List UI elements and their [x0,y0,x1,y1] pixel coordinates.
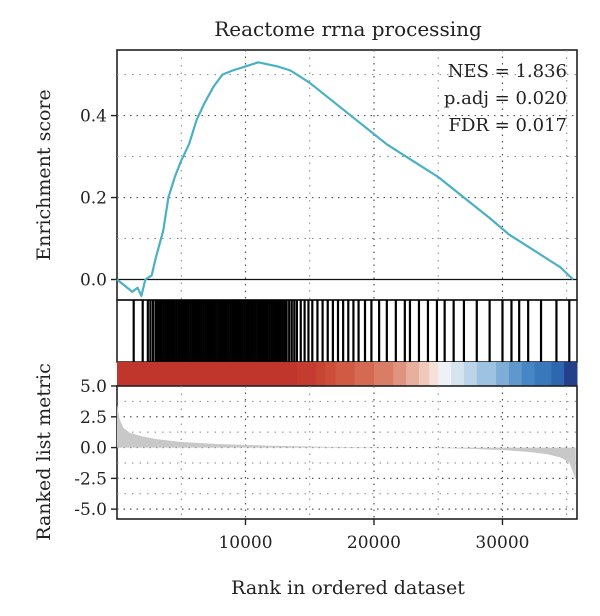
rank-color-segment [418,362,430,386]
es-y-axis-label: Enrichment score [33,89,55,260]
rank-color-segment [534,362,552,386]
rank-color-segment [451,362,465,386]
x-axis-ticks: 10000 20000 30000 [218,519,530,553]
metric-y-axis-label: Ranked list metric [33,363,55,541]
rank-color-segment [393,362,407,386]
gene-hit-bars [132,300,571,362]
es-y-tick-label: 0.4 [80,107,107,127]
rank-color-bar [117,362,578,386]
stats-box: NES = 1.836 p.adj = 0.020 FDR = 0.017 [444,61,567,136]
x-tick-label: 30000 [475,533,529,553]
rank-color-segment [316,362,326,386]
rank-color-segment [245,362,298,386]
rank-color-segment [117,362,246,386]
ranked-metric-area [117,404,576,480]
metric-y-tick-label: 5.0 [80,377,107,397]
metric-y-tick-label: -5.0 [74,500,107,520]
rank-color-segment [406,362,420,386]
rank-color-segment [551,362,565,386]
rank-color-segment [335,362,356,386]
rank-color-segment [325,362,336,386]
x-tick-label: 10000 [218,533,272,553]
es-y-tick-label: 0.2 [80,189,107,209]
fdr-label: FDR = 0.017 [448,115,567,136]
rank-color-segment [496,362,510,386]
rank-color-segment [429,362,439,386]
rank-color-segment [373,362,394,386]
metric-y-ticks: 5.0 2.5 0.0 -2.5 -5.0 [74,377,117,520]
chart-title: Reactome rrna processing [214,17,482,41]
x-tick-label: 20000 [347,533,401,553]
metric-y-tick-label: 0.0 [80,439,107,459]
rank-color-segment [296,362,317,386]
enrichment-score-line [116,61,574,297]
es-y-ticks: 0.0 0.2 0.4 [80,107,117,291]
metric-grid [117,386,577,519]
rank-color-segment [564,362,578,386]
es-grid [117,50,577,300]
rank-color-segment [476,362,497,386]
metric-panel-frame [116,385,578,520]
rank-color-segment [463,362,478,386]
rank-color-segment [354,362,375,386]
rank-color-segment [508,362,523,386]
metric-y-tick-label: 2.5 [80,408,107,428]
rank-color-segment [521,362,536,386]
nes-label: NES = 1.836 [448,61,567,82]
es-y-tick-label: 0.0 [80,271,107,291]
rank-color-segment [438,362,452,386]
x-axis-label: Rank in ordered dataset [231,577,465,599]
padj-label: p.adj = 0.020 [444,88,567,109]
metric-y-tick-label: -2.5 [74,469,107,489]
